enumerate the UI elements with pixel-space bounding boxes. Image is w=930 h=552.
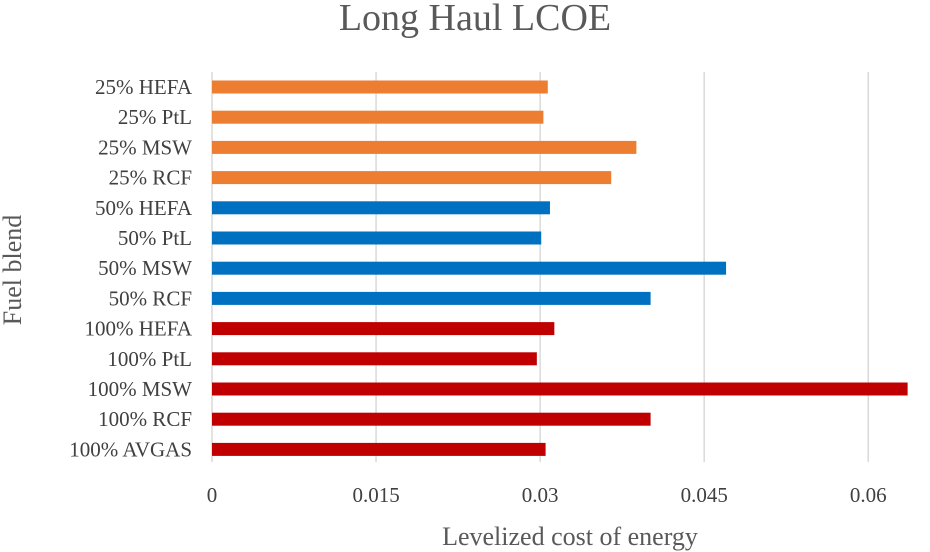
x-tick-label: 0.06	[850, 483, 887, 507]
category-label: 100% RCF	[98, 407, 192, 431]
category-label: 100% PtL	[107, 347, 192, 371]
category-label: 25% HEFA	[95, 75, 193, 99]
bar	[212, 231, 542, 245]
category-labels: 25% HEFA 25% PtL 25% MSW 25% RCF 50% HEFA 50%…	[69, 75, 193, 461]
category-label: 50% RCF	[109, 286, 192, 310]
category-label: 50% HEFA	[95, 196, 193, 220]
bar	[212, 382, 908, 396]
bar	[212, 412, 651, 426]
bar	[212, 322, 555, 336]
category-label: 25% MSW	[98, 135, 192, 159]
bars	[212, 80, 908, 456]
bar	[212, 261, 727, 275]
bar	[212, 201, 550, 215]
x-axis-title: Levelized cost of energy	[442, 522, 698, 551]
x-tick-label: 0.015	[352, 483, 399, 507]
x-tick-label: 0.045	[681, 483, 728, 507]
category-label: 100% AVGAS	[69, 437, 192, 461]
bar	[212, 171, 612, 185]
tick-labels: 0 0.015 0.03 0.045 0.06	[207, 483, 887, 507]
x-tick-label: 0.03	[522, 483, 559, 507]
category-label: 50% MSW	[98, 256, 192, 280]
bar	[212, 110, 544, 124]
category-label: 100% HEFA	[84, 317, 192, 341]
chart-title: Long Haul LCOE	[339, 0, 611, 39]
category-label: 25% PtL	[118, 105, 192, 129]
bar	[212, 291, 651, 305]
category-label: 50% PtL	[118, 226, 192, 250]
category-label: 100% MSW	[88, 377, 193, 401]
bar	[212, 140, 637, 154]
bar	[212, 80, 548, 94]
x-tick-label: 0	[207, 483, 218, 507]
bar	[212, 442, 546, 456]
bar	[212, 352, 537, 366]
y-axis-title: Fuel blend	[0, 215, 27, 326]
category-label: 25% RCF	[109, 166, 192, 190]
